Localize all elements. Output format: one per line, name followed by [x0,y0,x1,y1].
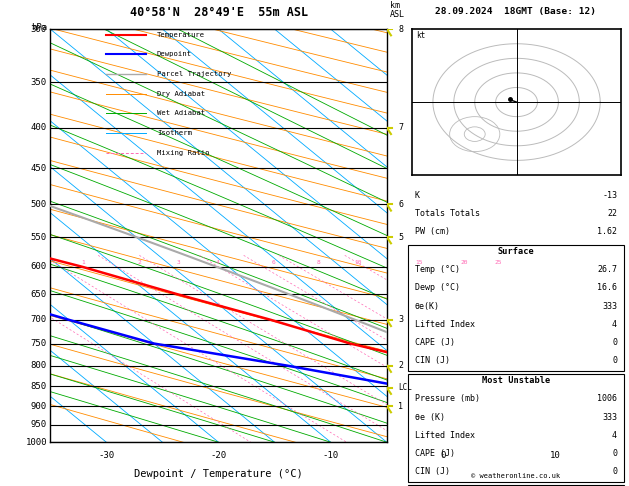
Text: 600: 600 [31,262,47,272]
Text: 15: 15 [416,260,423,265]
Text: 1: 1 [398,401,403,411]
Text: 550: 550 [31,233,47,242]
Text: km
ASL: km ASL [390,1,405,19]
Text: kt: kt [416,31,425,40]
Text: 3: 3 [398,315,403,324]
Text: 1.62: 1.62 [597,227,617,236]
Text: 850: 850 [31,382,47,391]
Text: Parcel Trajectory: Parcel Trajectory [157,71,231,77]
Text: © weatheronline.co.uk: © weatheronline.co.uk [471,473,560,479]
Text: 4: 4 [612,431,617,440]
Text: 650: 650 [31,290,47,299]
Text: CIN (J): CIN (J) [415,356,450,365]
Text: 0: 0 [440,451,445,460]
Text: 20: 20 [460,260,468,265]
Text: 25: 25 [494,260,502,265]
Text: 300: 300 [31,25,47,34]
Text: PW (cm): PW (cm) [415,227,450,236]
Text: 4: 4 [216,260,220,265]
Text: Surface: Surface [498,247,534,256]
Text: 700: 700 [31,315,47,324]
Text: 7: 7 [398,123,403,132]
Text: 28.09.2024  18GMT (Base: 12): 28.09.2024 18GMT (Base: 12) [435,7,596,16]
Text: 1: 1 [81,260,85,265]
Text: 0: 0 [612,449,617,458]
Text: Dewpoint / Temperature (°C): Dewpoint / Temperature (°C) [134,469,303,479]
Text: 8: 8 [316,260,320,265]
Text: hPa: hPa [31,23,47,32]
Text: 0: 0 [612,338,617,347]
Text: 350: 350 [31,78,47,87]
Text: 2: 2 [398,361,403,370]
Text: 900: 900 [31,401,47,411]
Text: 6: 6 [398,200,403,209]
Text: -20: -20 [211,451,226,460]
Text: 5: 5 [398,233,403,242]
Text: 750: 750 [31,339,47,348]
Text: Dry Adiabat: Dry Adiabat [157,91,205,97]
Text: 26.7: 26.7 [597,265,617,275]
Text: 1006: 1006 [597,395,617,403]
Text: 800: 800 [31,361,47,370]
Text: CIN (J): CIN (J) [415,467,450,476]
Text: 400: 400 [31,123,47,132]
Bar [408,245,624,371]
Text: Temperature: Temperature [157,32,205,38]
Text: K: K [415,191,420,200]
Text: 0: 0 [612,467,617,476]
Text: θe (K): θe (K) [415,413,445,421]
Text: Pressure (mb): Pressure (mb) [415,395,479,403]
Text: Temp (°C): Temp (°C) [415,265,460,275]
Text: 333: 333 [602,302,617,311]
Text: -30: -30 [98,451,114,460]
Text: 40°58'N  28°49'E  55m ASL: 40°58'N 28°49'E 55m ASL [130,6,308,19]
Text: 22: 22 [607,208,617,218]
Text: 333: 333 [602,413,617,421]
Text: 8: 8 [398,25,403,34]
Text: 6: 6 [272,260,276,265]
Text: 4: 4 [612,320,617,329]
Text: 10: 10 [550,451,560,460]
Text: 500: 500 [31,200,47,209]
Text: 16.6: 16.6 [597,283,617,293]
Text: CAPE (J): CAPE (J) [415,449,455,458]
Text: Mixing Ratio: Mixing Ratio [157,150,209,156]
Text: Isotherm: Isotherm [157,130,192,136]
Text: 2: 2 [137,260,141,265]
Bar [408,485,624,486]
Text: 1000: 1000 [25,438,47,447]
Text: 10: 10 [354,260,362,265]
Text: Most Unstable: Most Unstable [482,376,550,385]
Text: 950: 950 [31,420,47,429]
Bar [408,374,624,482]
Text: Lifted Index: Lifted Index [415,431,474,440]
Text: 3: 3 [176,260,180,265]
Text: CAPE (J): CAPE (J) [415,338,455,347]
Text: Dewpoint: Dewpoint [157,52,192,57]
Text: Totals Totals: Totals Totals [415,208,479,218]
Text: LCL: LCL [398,383,412,392]
Text: -10: -10 [323,451,339,460]
Text: θe(K): θe(K) [415,302,440,311]
Text: 450: 450 [31,164,47,173]
Text: Lifted Index: Lifted Index [415,320,474,329]
Text: 0: 0 [612,356,617,365]
Text: Wet Adiabat: Wet Adiabat [157,110,205,117]
Text: -13: -13 [602,191,617,200]
Text: Dewp (°C): Dewp (°C) [415,283,460,293]
